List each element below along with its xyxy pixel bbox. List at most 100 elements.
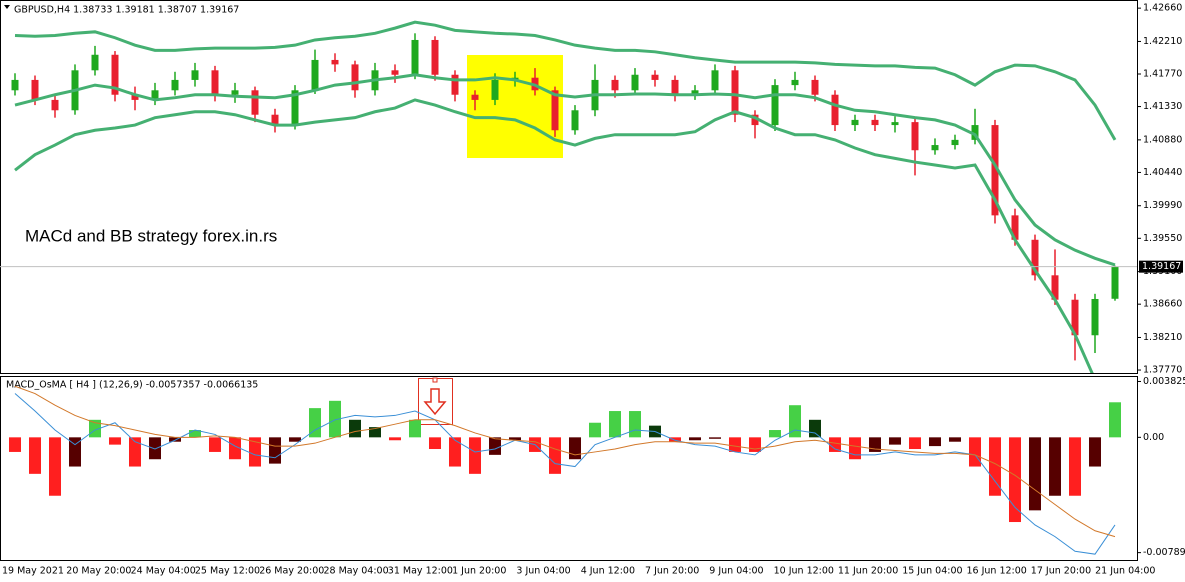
x-tick-label: 21 Jun 04:00 (1095, 566, 1155, 577)
candle-body (731, 70, 739, 115)
y-tick-label: 1.40440 (1143, 167, 1182, 178)
osma-bar (269, 437, 281, 464)
y-tick-label: 1.40880 (1143, 134, 1182, 145)
candle-body (791, 79, 799, 86)
x-tick-label: 24 May 04:00 (131, 566, 196, 577)
candle-body (231, 90, 239, 95)
candle-body (11, 79, 19, 91)
x-tick-label: 17 Jun 20:00 (1031, 566, 1091, 577)
y-tick-label: 0.0038257 (1143, 376, 1185, 387)
candle-body (1071, 299, 1079, 336)
signal-marker (432, 377, 438, 383)
osma-bar (1109, 402, 1121, 438)
osma-bar (129, 437, 141, 467)
candle-body (191, 70, 199, 80)
osma-bar (49, 437, 61, 496)
candle-body (551, 90, 559, 131)
y-tick-label: 1.38660 (1143, 299, 1182, 310)
osma-bar (329, 400, 341, 438)
y-tick-label: 1.39990 (1143, 200, 1182, 211)
osma-bar (389, 437, 401, 441)
osma-bar (149, 437, 161, 460)
indicator-line (14, 20, 1117, 141)
osma-bar (589, 422, 601, 438)
osma-bar (749, 437, 761, 452)
osma-bar (669, 437, 681, 442)
osma-bar (209, 437, 221, 452)
osma-bar (349, 419, 361, 438)
x-tick-label: 7 Jun 20:00 (645, 566, 699, 577)
candle-body (831, 94, 839, 126)
indicator-line (14, 393, 1116, 555)
y-tick-label: 0.00 (1143, 432, 1164, 443)
candle-body (351, 64, 359, 91)
candle-body (951, 139, 959, 146)
osma-bar (69, 437, 81, 467)
osma-panel (0, 376, 1138, 561)
candle-body (211, 70, 219, 95)
y-tick-label: 1.38210 (1143, 332, 1182, 343)
candle-body (51, 99, 59, 111)
candle-body (291, 90, 299, 126)
candle-body (671, 79, 679, 95)
y-tick-label: 1.37770 (1143, 365, 1182, 376)
osma-bar (789, 405, 801, 438)
osma-bar (309, 408, 321, 438)
x-tick-label: 15 Jun 04:00 (902, 566, 962, 577)
osma-bar (429, 437, 441, 450)
osma-bar (709, 437, 721, 439)
candle-body (751, 114, 759, 126)
candle-body (611, 79, 619, 91)
osma-bar (569, 437, 581, 460)
candle-body (1051, 275, 1059, 300)
osma-bar (489, 437, 501, 455)
osma-bar (1009, 437, 1021, 523)
y-tick-label: 1.42660 (1143, 3, 1182, 14)
current-price-box (1139, 260, 1183, 273)
x-tick-label: 25 May 12:00 (195, 566, 260, 577)
x-tick-label: 11 Jun 20:00 (838, 566, 898, 577)
x-tick-label: 3 Jun 04:00 (516, 566, 570, 577)
candle-body (391, 70, 399, 75)
candle-body (871, 119, 879, 126)
osma-bar (89, 419, 101, 438)
y-tick-label: 1.41330 (1143, 101, 1182, 112)
osma-bar (629, 411, 641, 438)
osma-bar (229, 437, 241, 460)
osma-plot (9, 385, 1121, 555)
candle-body (111, 54, 119, 95)
osma-bar (1069, 437, 1081, 496)
menu-arrow (4, 5, 10, 9)
main-panel (0, 0, 1138, 374)
candle-body (311, 59, 319, 91)
candle-body (1011, 215, 1019, 240)
osma-bar (889, 437, 901, 445)
candle-body (151, 90, 159, 100)
candle-body (931, 145, 939, 151)
x-tick-label: 31 May 12:00 (388, 566, 453, 577)
candle-body (1111, 266, 1119, 299)
y-tick-label: 1.42210 (1143, 36, 1182, 47)
osma-bar (109, 437, 121, 445)
osma-bar (729, 437, 741, 452)
candle-body (31, 79, 39, 100)
osma-bar (689, 437, 701, 441)
candle-body (911, 122, 919, 151)
osma-bar (949, 437, 961, 442)
osma-bar (189, 430, 201, 438)
candle-body (771, 85, 779, 126)
osma-bar (1029, 437, 1041, 511)
indicator-line (14, 98, 1094, 373)
candle-body (971, 125, 979, 140)
osma-bar (609, 411, 621, 438)
x-tick-label: 16 Jun 12:00 (967, 566, 1027, 577)
y-tick-label: 1.41770 (1143, 69, 1182, 80)
candle-body (1031, 239, 1039, 276)
x-tick-label: 10 Jun 12:00 (774, 566, 834, 577)
osma-bar (369, 427, 381, 438)
candle-body (711, 70, 719, 91)
highlight (467, 55, 563, 158)
chart-title: GBPUSD,H4 1.38733 1.39181 1.38707 1.3916… (14, 5, 239, 16)
osma-bar (249, 437, 261, 467)
osma-bar (849, 437, 861, 460)
